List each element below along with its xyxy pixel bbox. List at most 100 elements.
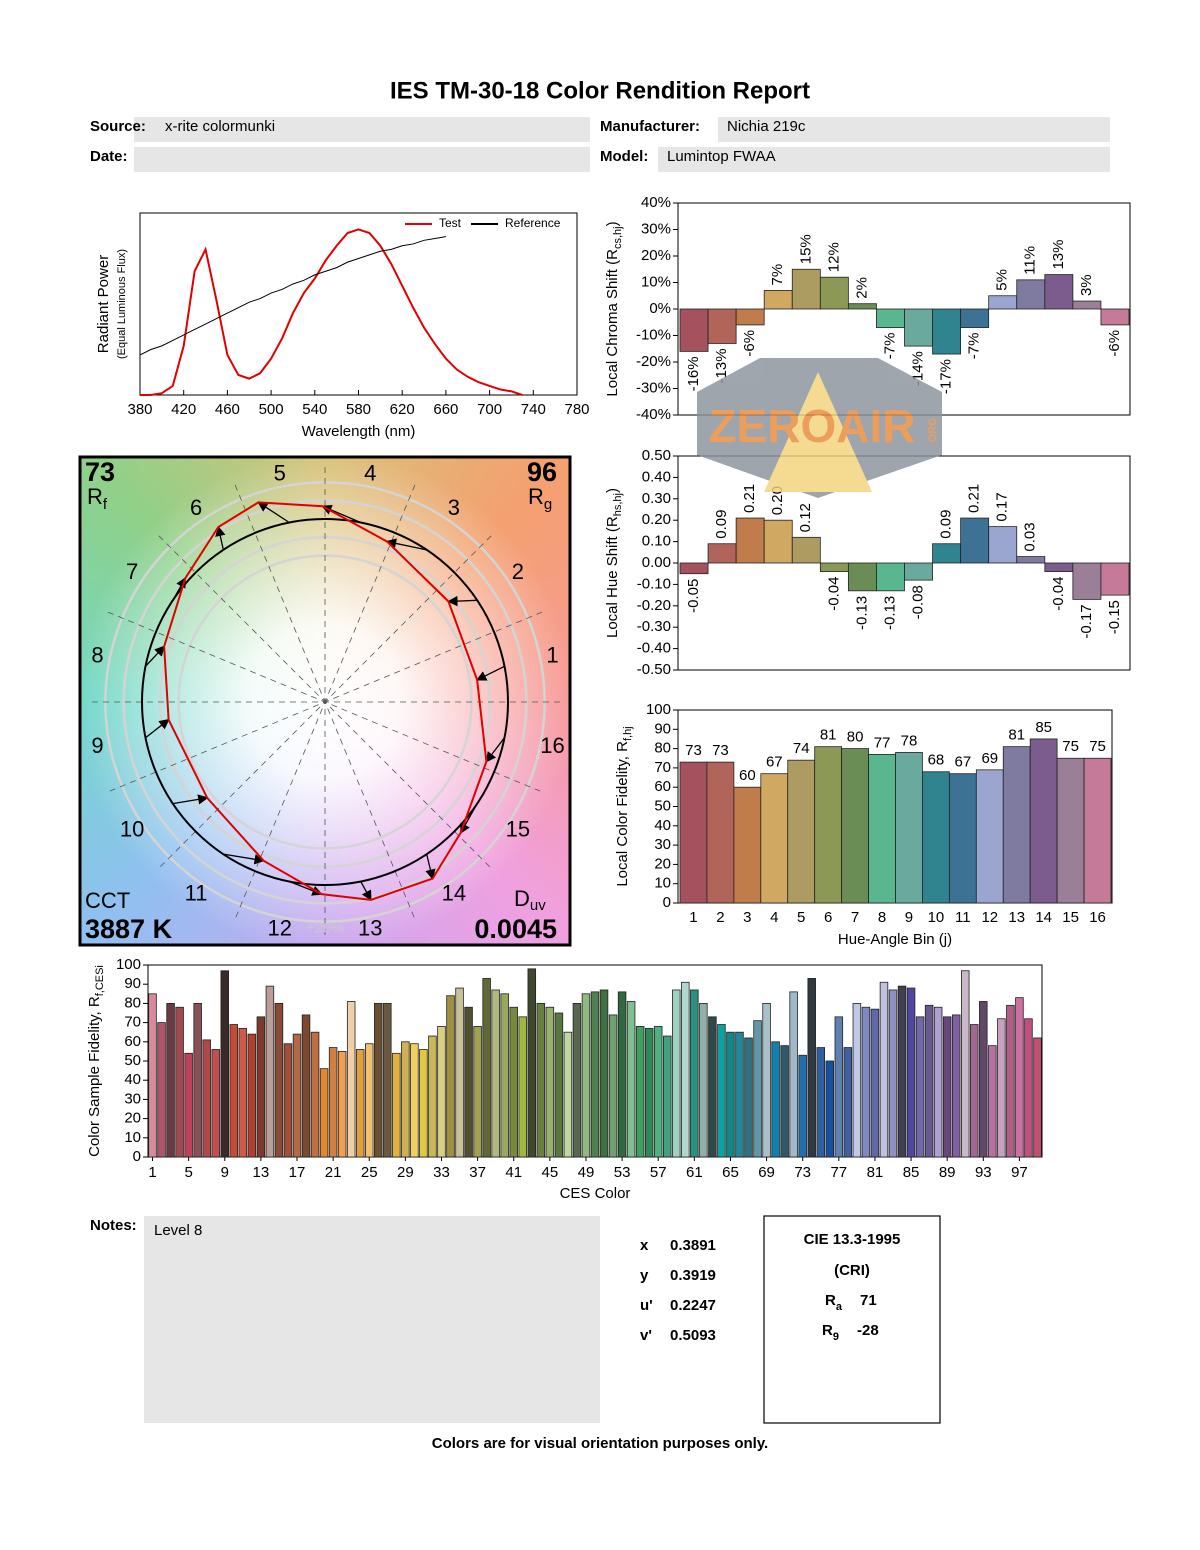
bar	[482, 978, 491, 1158]
bar	[1100, 562, 1130, 596]
duv-symbol: D	[514, 886, 530, 911]
bar	[337, 1051, 347, 1158]
value-label: -0.04	[1050, 577, 1067, 611]
bar	[932, 543, 962, 564]
y-tick-label: 0	[663, 894, 671, 911]
rf-value: 73	[85, 457, 115, 487]
x-tick-label: 10	[928, 909, 945, 926]
x-tick-label: 9	[905, 909, 913, 926]
bar	[536, 1003, 546, 1158]
bar	[717, 1024, 726, 1158]
value-label: -6%	[741, 330, 758, 357]
y-axis-label: Local Chroma Shift (Rcs,hj)	[604, 221, 624, 396]
y-axis-label-text: Local Color Fidelity, R	[614, 741, 631, 887]
bar	[563, 1031, 573, 1158]
bar	[904, 308, 933, 347]
bar	[906, 987, 916, 1158]
x-tick-label: 85	[903, 1164, 920, 1181]
bar	[888, 989, 898, 1158]
bin-label: 8	[91, 643, 103, 668]
bar	[1072, 300, 1102, 310]
value-label: 13%	[1050, 240, 1067, 270]
bar	[904, 562, 933, 581]
bar	[798, 1054, 807, 1158]
bar	[942, 1016, 952, 1158]
value-label: 0.12	[797, 503, 814, 532]
x-tick-label: 53	[614, 1164, 631, 1181]
y-tick-label: 20%	[641, 247, 671, 264]
x-tick-label: 380	[127, 401, 152, 418]
y-tick-label: -0.40	[637, 640, 671, 657]
watermark-road	[764, 372, 872, 492]
shift-arrow	[215, 525, 226, 550]
y-tick-label: -40%	[636, 406, 671, 423]
bin-label: 4	[364, 460, 376, 485]
bar	[392, 1052, 401, 1158]
y-tick-label: 10%	[641, 273, 671, 290]
x-tick-label: 21	[325, 1164, 342, 1181]
bar	[760, 773, 789, 904]
bar	[847, 303, 877, 310]
bar	[572, 1003, 582, 1158]
bar	[491, 989, 500, 1158]
bar	[1033, 1037, 1042, 1158]
x-tick-label: 81	[867, 1164, 884, 1181]
bin-label: 7	[126, 559, 138, 584]
bin-boundary	[107, 611, 543, 793]
bar	[1100, 308, 1130, 326]
value-label: -0.04	[825, 577, 842, 611]
bar	[148, 993, 157, 1158]
bar	[679, 308, 709, 352]
bar	[791, 268, 821, 310]
x-tick-label: 45	[542, 1164, 559, 1181]
y-tick-label: -0.50	[637, 661, 671, 678]
value-label: 67	[766, 754, 783, 771]
bar	[789, 991, 798, 1158]
x-tick-label: 29	[397, 1164, 414, 1181]
x-tick-label: 9	[221, 1164, 229, 1181]
legend-label: Reference	[505, 216, 561, 230]
x-tick-label: 57	[650, 1164, 667, 1181]
bar	[590, 991, 600, 1158]
y-tick-label: 20	[654, 855, 671, 872]
bar	[847, 562, 877, 592]
bar	[211, 1049, 220, 1158]
watermark-subtext: ORG	[927, 417, 939, 442]
value-label: 12%	[825, 242, 842, 272]
bar	[202, 1039, 211, 1158]
bar	[256, 1016, 266, 1158]
cct-value: 3887 K	[85, 914, 173, 944]
bin-label: 16	[540, 733, 564, 758]
value-label: 69	[981, 750, 998, 767]
shift-arrow	[223, 853, 265, 865]
x-tick-label: 460	[215, 401, 240, 418]
y-tick-label: -0.20	[637, 597, 671, 614]
y-tick-label: -20%	[636, 353, 671, 370]
bar	[419, 1049, 428, 1158]
x-tick-label: 61	[686, 1164, 703, 1181]
bar	[819, 276, 849, 310]
value-label: 0.17	[994, 492, 1011, 521]
x-tick-label: 14	[1035, 909, 1052, 926]
bar	[184, 1052, 193, 1158]
bar	[464, 1006, 473, 1158]
cri-symbol: R	[825, 1292, 836, 1309]
x-tick-label: 540	[302, 401, 327, 418]
y-tick-label: -30%	[636, 379, 671, 396]
x-axis-label: Wavelength (nm)	[302, 423, 416, 440]
shift-arrow	[475, 665, 505, 681]
x-tick-label: 41	[505, 1164, 522, 1181]
value-label: 75	[1062, 738, 1079, 755]
x-tick-label: 620	[390, 401, 415, 418]
bar	[763, 519, 793, 564]
value-label: 0.20	[769, 486, 786, 515]
y-tick-label: 80	[654, 740, 671, 757]
bar	[355, 1049, 365, 1158]
bar	[428, 1035, 437, 1158]
y-tick-label: 60	[124, 1033, 141, 1050]
shift-arrow	[360, 881, 372, 902]
bar	[988, 295, 1018, 310]
notes-text: Level 8	[154, 1222, 202, 1239]
y-tick-label: 70	[654, 759, 671, 776]
colorimetry-value: 0.5093	[670, 1327, 716, 1344]
